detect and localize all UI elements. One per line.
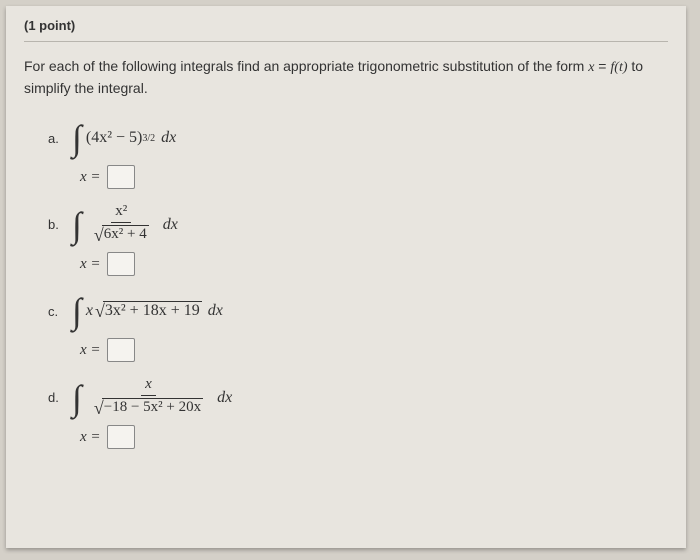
fraction-d: x √ −18 − 5x² + 20x [90, 376, 207, 419]
problem-b: b. ∫ x² √ 6x² + 4 dx [24, 203, 668, 246]
problem-label-d: d. [48, 390, 72, 405]
form-rhs: f(t) [610, 60, 627, 75]
answer-input-d[interactable] [107, 425, 135, 449]
integrand-a: (4x² − 5)3/2 dx [86, 129, 176, 147]
problem-label-b: b. [48, 217, 72, 232]
dx-a: dx [161, 129, 176, 147]
x-equals-b: x = [80, 256, 101, 273]
points-label: (1 point) [24, 18, 668, 33]
integrand-b: x² √ 6x² + 4 dx [86, 203, 178, 246]
question-prompt: For each of the following integrals find… [24, 56, 668, 99]
sqrt-body-b: 6x² + 4 [102, 225, 149, 243]
sqrt-body-c: 3x² + 18x + 19 [103, 301, 202, 320]
answer-row-a: x = [24, 165, 668, 189]
question-panel: (1 point) For each of the following inte… [6, 6, 686, 548]
problem-label-a: a. [48, 131, 72, 146]
x-equals-d: x = [80, 429, 101, 446]
prompt-prefix: For each of the following integrals find… [24, 58, 588, 74]
sqrt-body-d: −18 − 5x² + 20x [102, 398, 203, 416]
sqrt-c: √ 3x² + 18x + 19 [95, 301, 202, 322]
dx-b: dx [163, 216, 178, 234]
dx-c: dx [208, 302, 223, 320]
integrand-d: x √ −18 − 5x² + 20x dx [86, 376, 232, 419]
sqrt-b: √ 6x² + 4 [94, 225, 149, 246]
integral-b: ∫ x² √ 6x² + 4 dx [72, 203, 178, 246]
exp-a: 3/2 [142, 133, 155, 144]
sqrt-d: √ −18 − 5x² + 20x [94, 398, 203, 419]
answer-input-b[interactable] [107, 252, 135, 276]
problem-d: d. ∫ x √ −18 − 5x² + 20x dx [24, 376, 668, 419]
num-d: x [141, 376, 156, 396]
fraction-b: x² √ 6x² + 4 [90, 203, 153, 246]
x-equals-a: x = [80, 169, 101, 186]
integral-sign-icon: ∫ [72, 290, 82, 332]
before-sqrt-c: x [86, 302, 93, 320]
x-equals-c: x = [80, 342, 101, 359]
integral-sign-icon: ∫ [72, 117, 82, 159]
den-b: √ 6x² + 4 [90, 223, 153, 246]
integral-d: ∫ x √ −18 − 5x² + 20x dx [72, 376, 232, 419]
answer-row-c: x = [24, 338, 668, 362]
problem-label-c: c. [48, 304, 72, 319]
integral-sign-icon: ∫ [72, 377, 82, 419]
problem-a: a. ∫ (4x² − 5)3/2 dx [24, 117, 668, 159]
num-b: x² [111, 203, 131, 223]
answer-row-d: x = [24, 425, 668, 449]
form-eq: = [594, 58, 610, 74]
dx-d: dx [217, 389, 232, 407]
divider [24, 41, 668, 42]
expr-a: (4x² − 5) [86, 129, 142, 147]
integrand-c: x √ 3x² + 18x + 19 dx [86, 301, 223, 322]
integral-c: ∫ x √ 3x² + 18x + 19 dx [72, 290, 223, 332]
answer-input-c[interactable] [107, 338, 135, 362]
answer-row-b: x = [24, 252, 668, 276]
integral-a: ∫ (4x² − 5)3/2 dx [72, 117, 176, 159]
integral-sign-icon: ∫ [72, 204, 82, 246]
den-d: √ −18 − 5x² + 20x [90, 396, 207, 419]
problem-c: c. ∫ x √ 3x² + 18x + 19 dx [24, 290, 668, 332]
answer-input-a[interactable] [107, 165, 135, 189]
